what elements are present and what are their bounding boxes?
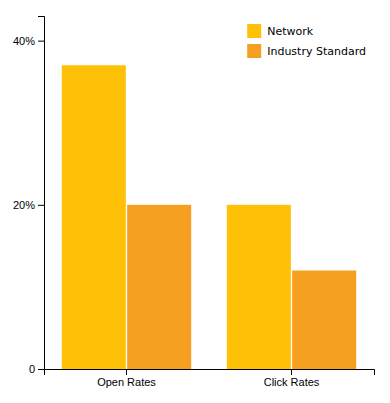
plot: 0 20% 40% Open Rates Click Rates Network Indus…: [13, 17, 375, 388]
legend-label: Network: [267, 25, 314, 38]
legend-swatch: [247, 24, 261, 38]
tick-mark: [38, 41, 44, 42]
tick-label: Open Rates: [97, 376, 156, 388]
tick-mark: [38, 205, 44, 206]
bar: [127, 205, 191, 369]
axis-line: [45, 370, 375, 376]
tick: 0: [29, 363, 44, 375]
tick: Open Rates: [97, 369, 156, 388]
tick-mark: [126, 369, 127, 375]
tick: 40%: [13, 35, 44, 47]
bar: [227, 205, 291, 369]
tick-label: 0: [29, 363, 35, 375]
legend-label: Industry Standard: [267, 45, 366, 58]
tick: 20%: [13, 199, 44, 211]
legend-swatch: [247, 44, 261, 58]
legend-item: Industry Standard: [247, 44, 366, 58]
tick: Click Rates: [264, 369, 320, 388]
tick-label: Click Rates: [264, 376, 320, 388]
bar: [62, 65, 126, 369]
tick-label: 40%: [13, 35, 35, 47]
chart: 0 20% 40% Open Rates Click Rates Network Indus…: [0, 0, 390, 403]
bars: [62, 65, 356, 369]
legend-item: Network: [247, 24, 314, 38]
tick-mark: [291, 369, 292, 375]
legend: Network Industry Standard: [247, 24, 366, 58]
axis-line: [38, 17, 45, 370]
bar: [292, 270, 356, 369]
x-axis: Open Rates Click Rates: [45, 369, 375, 388]
tick-label: 20%: [13, 199, 35, 211]
tick-mark: [38, 369, 44, 370]
y-axis: 0 20% 40%: [13, 17, 45, 376]
